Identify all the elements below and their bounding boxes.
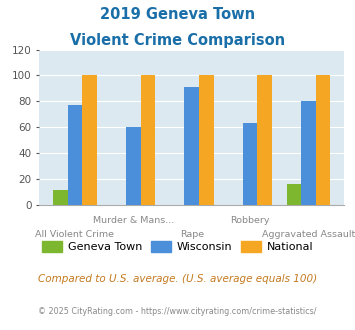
Bar (141, 75, 155, 205)
Text: Rape: Rape (180, 230, 204, 239)
Bar (316, 75, 331, 205)
Text: 2019 Geneva Town: 2019 Geneva Town (100, 7, 255, 21)
Bar (67, 105, 82, 205)
Bar (53, 190, 67, 205)
Bar (199, 75, 214, 205)
Bar (286, 184, 301, 205)
Text: Murder & Mans...: Murder & Mans... (93, 216, 174, 225)
Text: Violent Crime Comparison: Violent Crime Comparison (70, 33, 285, 48)
Legend: Geneva Town, Wisconsin, National: Geneva Town, Wisconsin, National (38, 237, 317, 257)
Text: Robbery: Robbery (230, 216, 270, 225)
Text: Aggravated Assault: Aggravated Assault (262, 230, 355, 239)
Text: All Violent Crime: All Violent Crime (36, 230, 114, 239)
Bar (82, 75, 97, 205)
Bar (126, 127, 141, 205)
Text: © 2025 CityRating.com - https://www.cityrating.com/crime-statistics/: © 2025 CityRating.com - https://www.city… (38, 307, 317, 316)
Bar (301, 101, 316, 205)
Bar (184, 87, 199, 205)
Bar (257, 75, 272, 205)
Bar (243, 123, 257, 205)
Text: Compared to U.S. average. (U.S. average equals 100): Compared to U.S. average. (U.S. average … (38, 274, 317, 284)
